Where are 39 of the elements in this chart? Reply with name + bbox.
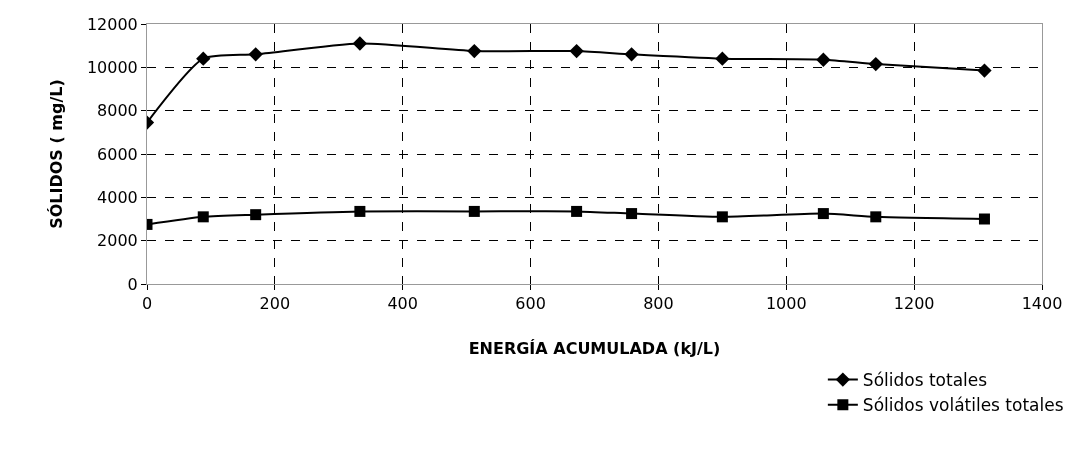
x-tick-label: 1400 (1021, 294, 1063, 314)
legend-label: Sólidos volátiles totales (862, 395, 1064, 416)
point (248, 47, 263, 62)
point (716, 211, 728, 223)
x-tick-label: 800 (643, 294, 674, 314)
x-tick-label: 1000 (765, 294, 807, 314)
y-tick-label: 8000 (97, 101, 138, 121)
legend-label: Sólidos totales (862, 370, 988, 391)
point (197, 211, 209, 223)
point (467, 43, 482, 59)
point (870, 211, 882, 223)
point (250, 209, 262, 221)
y-tick-label: 2000 (97, 231, 138, 251)
point (816, 52, 831, 67)
x-tick-label: 400 (387, 294, 418, 314)
y-tick-label: 10000 (86, 57, 138, 77)
x-tick-label: 200 (259, 294, 291, 314)
x-tick-label: 600 (515, 294, 546, 314)
point (868, 56, 883, 72)
point (569, 43, 584, 59)
point (626, 208, 638, 220)
x-axis-title: ENERGÍA ACUMULADA (kJ/L) (468, 338, 721, 358)
y-tick-label: 12000 (86, 14, 138, 34)
x-tick-label: 0 (141, 294, 153, 314)
point (977, 63, 992, 78)
point (715, 51, 730, 66)
point (468, 205, 480, 217)
y-tick-label: 4000 (97, 187, 138, 207)
point (352, 36, 368, 51)
point (978, 213, 990, 225)
point (354, 205, 366, 217)
y-tick-label: 6000 (97, 144, 138, 164)
point (196, 51, 211, 66)
point (571, 205, 583, 217)
point (624, 47, 639, 62)
y-axis-title: SÓLIDOS ( mg/L) (46, 79, 66, 229)
y-tick-label: 0 (127, 274, 138, 294)
x-tick-label: 1200 (893, 294, 935, 314)
point (817, 208, 829, 220)
